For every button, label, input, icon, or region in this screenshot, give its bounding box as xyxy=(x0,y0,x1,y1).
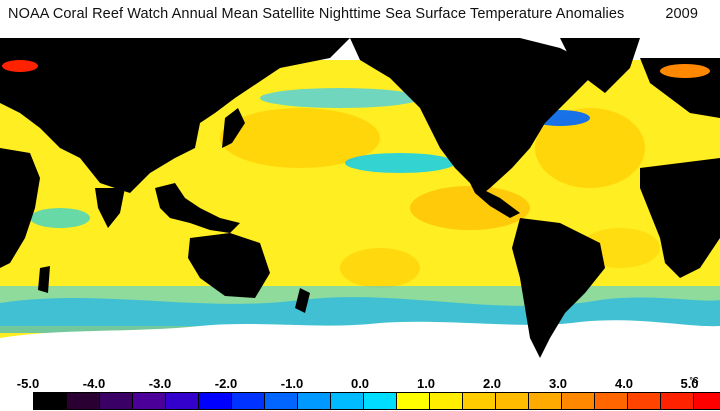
legend-color-swatch xyxy=(67,393,100,409)
cool-anomaly-region xyxy=(30,208,90,228)
warm-anomaly-region xyxy=(535,108,645,188)
central-america-land xyxy=(470,183,520,218)
india-land xyxy=(95,188,125,228)
legend-color-swatch xyxy=(628,393,661,409)
legend-color-swatch xyxy=(265,393,298,409)
color-legend-bar xyxy=(33,392,720,410)
legend-tick-label: 0.0 xyxy=(350,376,370,391)
warm-anomaly-spot xyxy=(660,64,710,78)
legend-color-swatch xyxy=(694,393,720,409)
cool-anomaly-region xyxy=(260,88,420,108)
legend-labels: -5.0 -4.0 -3.0 -2.0 -1.0 0.0 1.0 2.0 3.0… xyxy=(0,376,720,392)
legend-tick-label: 3.0 xyxy=(548,376,568,391)
legend-tick-label: 1.0 xyxy=(416,376,436,391)
legend-color-swatch xyxy=(199,393,232,409)
title-text: NOAA Coral Reef Watch Annual Mean Satell… xyxy=(8,6,625,22)
cool-anomaly-region xyxy=(345,153,455,173)
legend-color-swatch xyxy=(133,393,166,409)
legend-tick-label: -3.0 xyxy=(148,376,172,391)
warm-anomaly-region xyxy=(220,108,380,168)
legend-tick-label: 4.0 xyxy=(614,376,634,391)
legend-color-swatch xyxy=(364,393,397,409)
legend-color-swatch xyxy=(34,393,67,409)
legend-color-swatch xyxy=(496,393,529,409)
new-zealand-land xyxy=(295,288,310,313)
legend-color-swatch xyxy=(562,393,595,409)
legend-color-swatch xyxy=(298,393,331,409)
australia-land xyxy=(188,233,270,298)
greenland-land xyxy=(560,38,640,93)
legend-color-swatch xyxy=(397,393,430,409)
legend-color-swatch xyxy=(430,393,463,409)
world-anomaly-map xyxy=(0,38,720,370)
legend-color-swatch xyxy=(661,393,694,409)
north-america-land xyxy=(350,38,600,196)
legend-color-swatch xyxy=(100,393,133,409)
warm-anomaly-region xyxy=(410,186,530,230)
japan-land xyxy=(222,108,245,148)
africa-land-west-edge xyxy=(0,148,40,268)
legend-color-swatch xyxy=(529,393,562,409)
eurasia-land xyxy=(0,38,350,193)
madagascar-land xyxy=(38,266,50,293)
title-year: 2009 xyxy=(665,6,698,22)
legend-color-swatch xyxy=(166,393,199,409)
legend-tick-label: -1.0 xyxy=(280,376,304,391)
legend-color-swatch xyxy=(463,393,496,409)
warm-anomaly-region xyxy=(340,248,420,288)
legend-tick-label: -2.0 xyxy=(214,376,238,391)
south-america-land xyxy=(512,218,605,358)
legend-tick-label: 2.0 xyxy=(482,376,502,391)
legend-tick-label-max: 5.0 °C xyxy=(680,376,699,391)
figure-title: NOAA Coral Reef Watch Annual Mean Satell… xyxy=(8,6,708,22)
warm-anomaly-spot xyxy=(2,60,38,72)
legend-color-swatch xyxy=(331,393,364,409)
legend-color-swatch xyxy=(595,393,628,409)
legend-unit: °C xyxy=(689,376,699,385)
legend-max-value: 5.0 xyxy=(680,376,699,391)
legend-tick-label: -4.0 xyxy=(82,376,106,391)
legend-color-swatch xyxy=(232,393,265,409)
maritime-asia-land xyxy=(155,183,240,233)
legend-tick-label: -5.0 xyxy=(16,376,40,391)
africa-land xyxy=(640,158,720,278)
